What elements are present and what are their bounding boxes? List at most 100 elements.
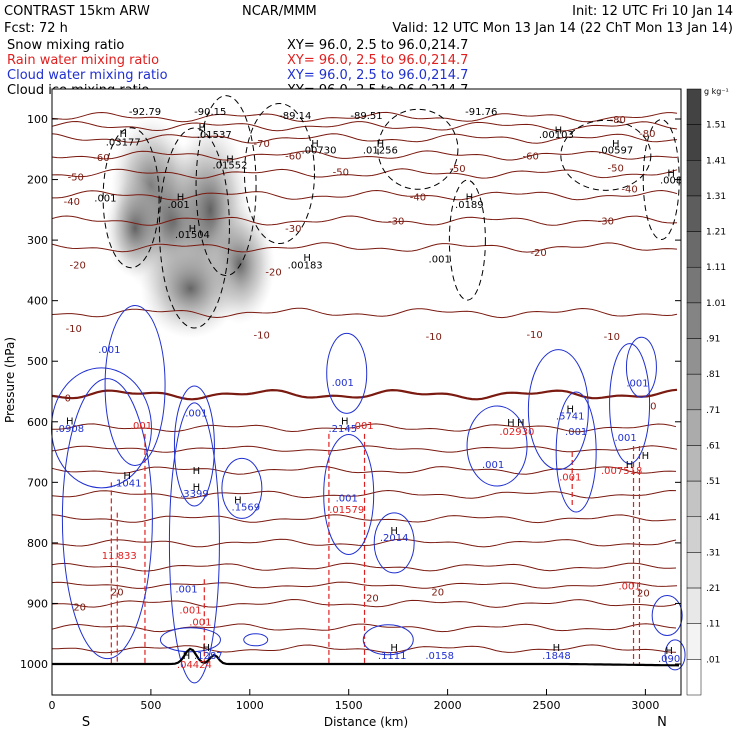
isotherm--60 bbox=[51, 150, 678, 161]
isotherm-low bbox=[52, 423, 677, 433]
rain-label: .001 bbox=[179, 606, 201, 617]
y-tick-label: 400 bbox=[27, 295, 48, 308]
isotherm-label: -50 bbox=[449, 164, 465, 175]
y-tick-label: 100 bbox=[27, 113, 48, 126]
colorbar-label: .91 bbox=[706, 335, 720, 345]
colorbar-label: .11 bbox=[706, 620, 720, 630]
isotherm-label: -50 bbox=[68, 173, 84, 184]
ice-label: -89.51 bbox=[350, 111, 382, 122]
h-mark: H bbox=[66, 417, 74, 428]
cloud-label: .5741 bbox=[556, 412, 585, 423]
cloud-contour bbox=[50, 367, 152, 489]
snow-blob bbox=[140, 238, 241, 339]
cloud-contour bbox=[373, 512, 415, 574]
cloud-contour bbox=[61, 378, 153, 660]
cloud-contour bbox=[362, 624, 414, 656]
rain-label: .02930 bbox=[499, 427, 534, 438]
x-tick-label: 1000 bbox=[236, 699, 264, 712]
rain-label: 11.833 bbox=[102, 551, 137, 562]
colorbar-label: 1.41 bbox=[706, 156, 726, 166]
ice-contour bbox=[243, 103, 315, 244]
colorbar-label: 1.51 bbox=[706, 121, 726, 131]
cloud-contour bbox=[168, 402, 220, 684]
snow-blob bbox=[105, 178, 166, 278]
h-mark: H bbox=[390, 643, 398, 654]
cloud-contour bbox=[221, 457, 263, 519]
isotherm-label: 20 bbox=[73, 602, 86, 613]
ice-label: .01537 bbox=[197, 130, 232, 141]
cloud-label: .001 bbox=[98, 345, 120, 356]
ice-label: .01552 bbox=[213, 160, 248, 171]
h-mark: H bbox=[234, 495, 242, 506]
h-mark: H bbox=[193, 483, 201, 494]
rain-label: .001 bbox=[130, 421, 152, 432]
cloud-contour bbox=[323, 433, 375, 555]
cloud-contour bbox=[326, 332, 368, 414]
h-mark: H bbox=[642, 451, 650, 462]
colorbar-label: .61 bbox=[706, 441, 720, 451]
rain-label: .001 bbox=[559, 472, 581, 483]
plot-border bbox=[51, 88, 682, 696]
isotherm-label: 0 bbox=[650, 401, 656, 412]
ice-contour bbox=[377, 108, 459, 190]
cloud-label: .0158 bbox=[425, 651, 454, 662]
y-tick-label: 600 bbox=[27, 416, 48, 429]
x-tick-label: 1500 bbox=[335, 699, 363, 712]
x-tick-label: 2500 bbox=[532, 699, 560, 712]
h-mark: H bbox=[189, 224, 197, 235]
rain-label: .001 bbox=[351, 421, 373, 432]
cloud-label: .001 bbox=[565, 427, 587, 438]
isotherm-label: -50 bbox=[608, 163, 624, 174]
h-mark: H bbox=[377, 139, 385, 150]
cloud-contour bbox=[651, 595, 683, 637]
isotherm-label: -10 bbox=[604, 332, 620, 343]
h-mark: H bbox=[466, 193, 474, 204]
x-tick-label: 0 bbox=[49, 699, 56, 712]
isotherm-label: -60 bbox=[523, 151, 539, 162]
isotherm-label: -30 bbox=[598, 217, 614, 228]
isotherm--90 bbox=[51, 111, 678, 123]
y-axis-title: Pressure (hPa) bbox=[3, 337, 17, 423]
x-axis-title: Distance (km) bbox=[324, 715, 408, 729]
isotherm-label: 0 bbox=[65, 394, 71, 405]
cloud-label: .2014 bbox=[380, 533, 409, 544]
colorbar-cell bbox=[686, 266, 702, 304]
cloud-label: .090 bbox=[658, 654, 680, 665]
colorbar-label: 1.11 bbox=[706, 263, 726, 273]
xy-snow: XY= 96.0, 2.5 to 96.0,214.7 bbox=[287, 38, 468, 53]
h-mark: H bbox=[555, 125, 563, 136]
isotherm--20 bbox=[51, 242, 678, 253]
cloud-label: .1041 bbox=[113, 478, 142, 489]
isotherm-20 bbox=[51, 581, 678, 589]
model-title: CONTRAST 15km ARW bbox=[4, 4, 150, 19]
isotherm--30 bbox=[51, 215, 678, 226]
h-mark: H bbox=[311, 139, 319, 150]
colorbar-label: 1.21 bbox=[706, 228, 726, 238]
y-tick-label: 900 bbox=[27, 597, 48, 610]
colorbar-cell bbox=[686, 231, 702, 268]
rain-label: .01579 bbox=[329, 505, 364, 516]
h-mark: H bbox=[390, 526, 398, 537]
h-mark: H bbox=[667, 168, 675, 179]
colorbar-cell bbox=[686, 659, 702, 696]
colorbar-cell bbox=[686, 552, 702, 589]
cloud-label: .001 bbox=[482, 460, 504, 471]
colorbar-label: 1.01 bbox=[706, 299, 726, 309]
isotherm-label: -20 bbox=[70, 260, 86, 271]
isotherm-label: 20 bbox=[637, 589, 650, 600]
isotherm-label: -40 bbox=[64, 197, 80, 208]
h-mark: H bbox=[553, 643, 561, 654]
isotherm-label: 20 bbox=[111, 587, 124, 598]
x-tick-label: 3000 bbox=[631, 699, 659, 712]
temperature-contours bbox=[51, 111, 678, 654]
cloud-contour bbox=[466, 405, 528, 487]
colorbar-cell bbox=[686, 338, 702, 375]
rain-label: .001 bbox=[618, 581, 640, 592]
isotherm-label: -40 bbox=[621, 185, 637, 196]
ice-label: .00730 bbox=[302, 145, 337, 156]
terrain bbox=[52, 647, 680, 667]
ice-contour bbox=[102, 127, 160, 269]
legend-cloud-water: Cloud water mixing ratio bbox=[7, 68, 168, 83]
